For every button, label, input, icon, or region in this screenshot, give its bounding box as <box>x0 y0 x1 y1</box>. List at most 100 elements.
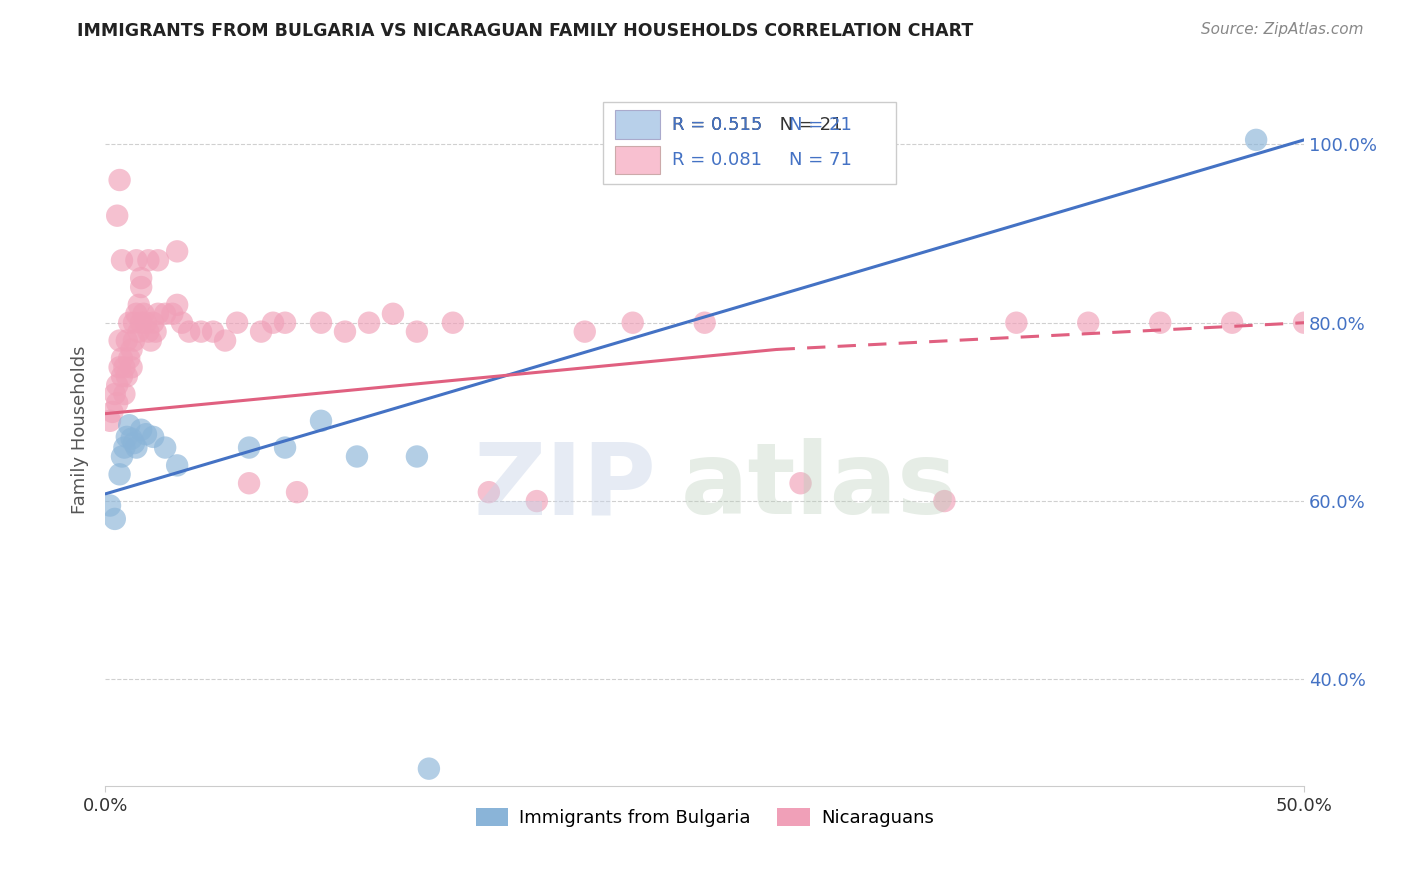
Point <box>333 325 356 339</box>
Point <box>122 436 145 450</box>
Point <box>138 253 160 268</box>
Legend: Immigrants from Bulgaria, Nicaraguans: Immigrants from Bulgaria, Nicaraguans <box>468 801 941 835</box>
Point <box>125 441 148 455</box>
Point <box>179 325 201 339</box>
Text: R = 0.515   N = 21: R = 0.515 N = 21 <box>672 116 842 134</box>
Point <box>112 441 135 455</box>
FancyBboxPatch shape <box>603 102 897 184</box>
Text: N = 21: N = 21 <box>789 116 852 134</box>
Point <box>166 298 188 312</box>
Point <box>146 307 169 321</box>
Point <box>1244 133 1267 147</box>
Point <box>238 476 260 491</box>
Y-axis label: Family Households: Family Households <box>72 345 89 514</box>
Point <box>108 173 131 187</box>
Point <box>789 476 811 491</box>
Point <box>357 316 380 330</box>
Point <box>574 325 596 339</box>
Point <box>98 414 121 428</box>
Text: R = 0.081: R = 0.081 <box>672 151 762 169</box>
Point <box>105 396 128 410</box>
Text: Source: ZipAtlas.com: Source: ZipAtlas.com <box>1201 22 1364 37</box>
Point <box>406 450 429 464</box>
Point <box>526 494 548 508</box>
Point <box>105 209 128 223</box>
Text: ZIP: ZIP <box>474 438 657 535</box>
Point <box>115 430 138 444</box>
Point <box>118 418 141 433</box>
Point <box>111 253 134 268</box>
Point <box>238 441 260 455</box>
Point <box>1077 316 1099 330</box>
Point <box>121 360 143 375</box>
Point <box>145 325 167 339</box>
Point <box>138 325 160 339</box>
FancyBboxPatch shape <box>614 145 661 174</box>
Point <box>111 369 134 384</box>
Point <box>115 334 138 348</box>
Point <box>118 316 141 330</box>
Point <box>98 499 121 513</box>
Point <box>105 378 128 392</box>
Point <box>346 450 368 464</box>
Point <box>108 360 131 375</box>
Point <box>104 512 127 526</box>
Point <box>111 450 134 464</box>
Point <box>1294 316 1316 330</box>
Point <box>693 316 716 330</box>
Point <box>128 298 150 312</box>
Point <box>146 253 169 268</box>
Point <box>934 494 956 508</box>
Text: N = 71: N = 71 <box>789 151 852 169</box>
Point <box>108 334 131 348</box>
Point <box>108 467 131 482</box>
Point <box>121 343 143 357</box>
Point <box>142 430 165 444</box>
Point <box>129 423 152 437</box>
Point <box>112 387 135 401</box>
Point <box>118 351 141 366</box>
Point <box>129 316 152 330</box>
Point <box>101 405 124 419</box>
Point <box>309 316 332 330</box>
Point <box>274 441 297 455</box>
Point <box>214 334 236 348</box>
Point <box>406 325 429 339</box>
Point <box>153 441 176 455</box>
Point <box>190 325 212 339</box>
Point <box>250 325 273 339</box>
Point <box>621 316 644 330</box>
Point <box>162 307 184 321</box>
Point <box>139 334 162 348</box>
Point <box>122 316 145 330</box>
Point <box>132 307 155 321</box>
FancyBboxPatch shape <box>614 110 661 138</box>
Point <box>274 316 297 330</box>
Point <box>129 280 152 294</box>
Point <box>135 316 157 330</box>
Point <box>285 485 308 500</box>
Point <box>418 762 440 776</box>
Point <box>309 414 332 428</box>
Point <box>111 351 134 366</box>
Point <box>128 325 150 339</box>
Point <box>129 271 152 285</box>
Point <box>202 325 225 339</box>
Text: atlas: atlas <box>681 438 957 535</box>
Point <box>112 360 135 375</box>
Point <box>153 307 176 321</box>
Point <box>115 369 138 384</box>
Point <box>142 316 165 330</box>
Point <box>166 244 188 259</box>
Point <box>122 334 145 348</box>
Point <box>125 307 148 321</box>
Point <box>135 427 157 442</box>
Point <box>478 485 501 500</box>
Point <box>104 387 127 401</box>
Point <box>170 316 193 330</box>
Point <box>262 316 284 330</box>
Text: IMMIGRANTS FROM BULGARIA VS NICARAGUAN FAMILY HOUSEHOLDS CORRELATION CHART: IMMIGRANTS FROM BULGARIA VS NICARAGUAN F… <box>77 22 973 40</box>
Point <box>125 253 148 268</box>
Point <box>1005 316 1028 330</box>
Point <box>121 432 143 446</box>
